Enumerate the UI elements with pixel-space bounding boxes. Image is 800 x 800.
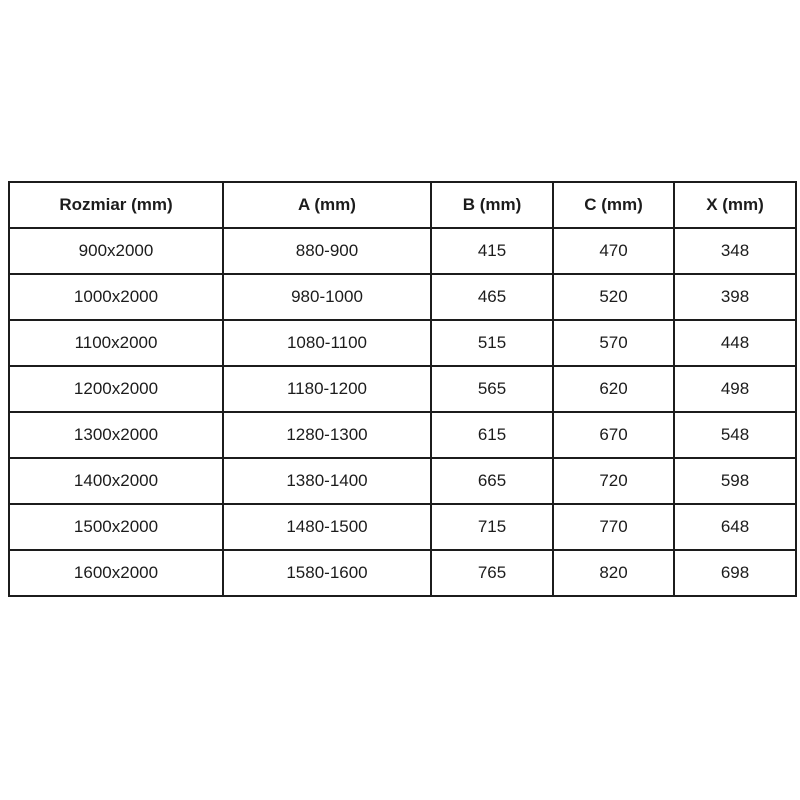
cell-c: 620: [552, 365, 675, 413]
table-header: Rozmiar (mm) A (mm) B (mm) C (mm) X (mm): [8, 181, 797, 229]
cell-rozmiar: 1300x2000: [8, 411, 224, 459]
cell-b: 615: [430, 411, 554, 459]
cell-b: 715: [430, 503, 554, 551]
table-body: 900x2000 880-900 415 470 348 1000x2000 9…: [8, 227, 797, 597]
cell-a: 1180-1200: [222, 365, 432, 413]
cell-x: 348: [673, 227, 797, 275]
table-row: 1600x2000 1580-1600 765 820 698: [8, 549, 797, 597]
cell-a: 980-1000: [222, 273, 432, 321]
column-header-c: C (mm): [552, 181, 675, 229]
cell-b: 515: [430, 319, 554, 367]
cell-b: 565: [430, 365, 554, 413]
cell-rozmiar: 1000x2000: [8, 273, 224, 321]
cell-c: 570: [552, 319, 675, 367]
cell-x: 448: [673, 319, 797, 367]
cell-x: 648: [673, 503, 797, 551]
cell-b: 665: [430, 457, 554, 505]
cell-a: 1480-1500: [222, 503, 432, 551]
cell-c: 720: [552, 457, 675, 505]
column-header-rozmiar: Rozmiar (mm): [8, 181, 224, 229]
column-header-a: A (mm): [222, 181, 432, 229]
cell-x: 398: [673, 273, 797, 321]
cell-c: 470: [552, 227, 675, 275]
table-row: 1000x2000 980-1000 465 520 398: [8, 273, 797, 321]
column-header-x: X (mm): [673, 181, 797, 229]
cell-a: 1380-1400: [222, 457, 432, 505]
cell-c: 820: [552, 549, 675, 597]
table-row: 1300x2000 1280-1300 615 670 548: [8, 411, 797, 459]
cell-b: 765: [430, 549, 554, 597]
cell-a: 1080-1100: [222, 319, 432, 367]
cell-a: 880-900: [222, 227, 432, 275]
cell-rozmiar: 1200x2000: [8, 365, 224, 413]
header-row: Rozmiar (mm) A (mm) B (mm) C (mm) X (mm): [8, 181, 797, 229]
cell-x: 548: [673, 411, 797, 459]
cell-b: 465: [430, 273, 554, 321]
cell-a: 1280-1300: [222, 411, 432, 459]
table-row: 1200x2000 1180-1200 565 620 498: [8, 365, 797, 413]
column-header-b: B (mm): [430, 181, 554, 229]
cell-c: 520: [552, 273, 675, 321]
cell-x: 598: [673, 457, 797, 505]
cell-c: 770: [552, 503, 675, 551]
cell-rozmiar: 900x2000: [8, 227, 224, 275]
cell-rozmiar: 1100x2000: [8, 319, 224, 367]
cell-x: 698: [673, 549, 797, 597]
cell-a: 1580-1600: [222, 549, 432, 597]
table-row: 900x2000 880-900 415 470 348: [8, 227, 797, 275]
cell-b: 415: [430, 227, 554, 275]
cell-rozmiar: 1500x2000: [8, 503, 224, 551]
table-row: 1100x2000 1080-1100 515 570 448: [8, 319, 797, 367]
cell-rozmiar: 1600x2000: [8, 549, 224, 597]
cell-c: 670: [552, 411, 675, 459]
cell-rozmiar: 1400x2000: [8, 457, 224, 505]
dimensions-table: Rozmiar (mm) A (mm) B (mm) C (mm) X (mm)…: [8, 181, 797, 597]
table-row: 1500x2000 1480-1500 715 770 648: [8, 503, 797, 551]
cell-x: 498: [673, 365, 797, 413]
table-row: 1400x2000 1380-1400 665 720 598: [8, 457, 797, 505]
